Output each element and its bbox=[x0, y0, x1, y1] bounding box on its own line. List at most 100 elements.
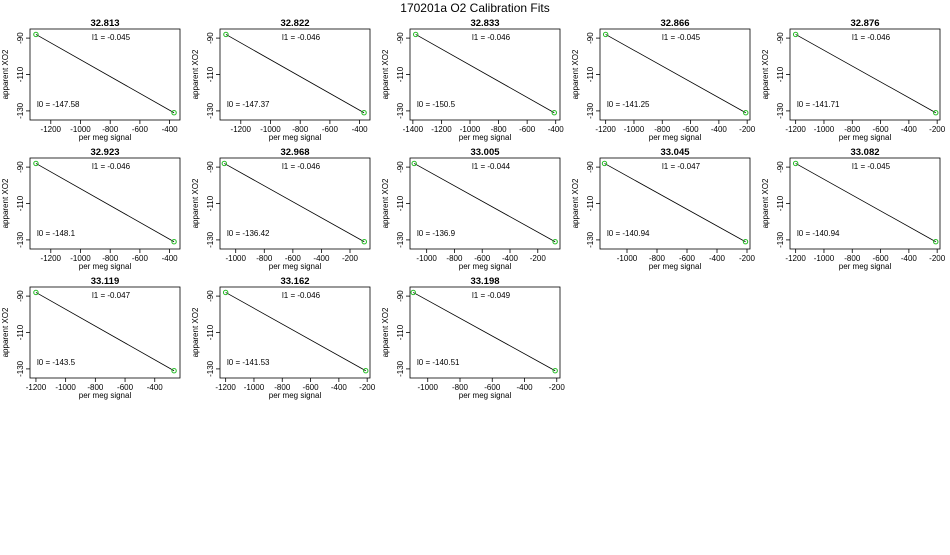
slope-annotation: l1 = -0.045 bbox=[852, 162, 891, 171]
x-tick-label: -1000 bbox=[418, 383, 439, 392]
data-point bbox=[743, 110, 749, 116]
y-tick-label: -110 bbox=[776, 66, 785, 82]
intercept-annotation: l0 = -148.1 bbox=[37, 229, 76, 238]
x-tick-label: -600 bbox=[873, 254, 890, 263]
calibration-panel: 33.045 -1000 -800 -600 -400 -200 -130 -110 -90 pe… bbox=[571, 147, 756, 271]
intercept-annotation: l0 = -140.94 bbox=[607, 229, 650, 238]
panel-title: 33.045 bbox=[660, 147, 690, 158]
x-tick-label: -600 bbox=[873, 125, 890, 134]
x-tick-label: -800 bbox=[292, 125, 309, 134]
fit-line bbox=[415, 34, 555, 114]
y-axis-label: apparent XO2 bbox=[1, 178, 10, 228]
y-tick-label: -110 bbox=[396, 324, 405, 340]
slope-annotation: l1 = -0.046 bbox=[282, 291, 321, 300]
intercept-annotation: l0 = -150.5 bbox=[417, 100, 456, 109]
data-point bbox=[601, 160, 608, 167]
panel-title: 33.005 bbox=[470, 147, 500, 158]
x-tick-label: -400 bbox=[352, 125, 369, 134]
calibration-panel: 33.162 -1200 -1000 -800 -600 -400 -200 -130 -110… bbox=[191, 276, 376, 400]
y-tick-label: -130 bbox=[16, 102, 25, 119]
y-axis-label: apparent XO2 bbox=[761, 178, 770, 228]
x-tick-label: -1000 bbox=[70, 254, 91, 263]
y-axis-label: apparent XO2 bbox=[571, 49, 580, 99]
x-tick-label: -200 bbox=[359, 383, 376, 392]
y-tick-label: -130 bbox=[586, 231, 595, 248]
fit-line bbox=[605, 34, 746, 114]
y-axis-label: apparent XO2 bbox=[381, 307, 390, 357]
x-axis-label: per meg signal bbox=[459, 262, 512, 271]
intercept-annotation: l0 = -141.25 bbox=[607, 100, 650, 109]
panel-title: 33.119 bbox=[91, 276, 120, 287]
x-tick-label: -400 bbox=[901, 125, 918, 134]
x-tick-label: -400 bbox=[331, 383, 348, 392]
y-tick-label: -110 bbox=[206, 66, 215, 82]
panel-title: 32.876 bbox=[850, 18, 879, 29]
x-tick-label: -800 bbox=[844, 125, 861, 134]
intercept-annotation: l0 = -141.53 bbox=[227, 358, 270, 367]
slope-annotation: l1 = -0.045 bbox=[92, 33, 131, 42]
x-axis-label: per meg signal bbox=[79, 262, 132, 271]
y-tick-label: -130 bbox=[396, 360, 405, 377]
x-axis-label: per meg signal bbox=[269, 262, 322, 271]
y-tick-label: -110 bbox=[776, 195, 785, 211]
slope-annotation: l1 = -0.046 bbox=[472, 33, 511, 42]
x-tick-label: -1000 bbox=[460, 125, 481, 134]
y-tick-label: -110 bbox=[586, 66, 595, 82]
y-tick-label: -90 bbox=[16, 161, 25, 173]
x-tick-label: -1000 bbox=[624, 125, 645, 134]
data-point bbox=[171, 368, 177, 374]
data-point bbox=[410, 289, 416, 296]
x-tick-label: -1000 bbox=[814, 125, 835, 134]
slope-annotation: l1 = -0.046 bbox=[282, 33, 321, 42]
x-tick-label: -800 bbox=[491, 125, 508, 134]
x-axis-label: per meg signal bbox=[649, 262, 702, 271]
fit-line bbox=[225, 34, 365, 114]
y-tick-label: -90 bbox=[396, 32, 405, 44]
x-tick-label: -400 bbox=[709, 254, 726, 263]
x-tick-label: -800 bbox=[87, 383, 104, 392]
fit-line bbox=[795, 163, 936, 243]
y-tick-label: -110 bbox=[396, 66, 405, 82]
y-axis-label: apparent XO2 bbox=[1, 307, 10, 357]
x-tick-label: -1000 bbox=[814, 254, 835, 263]
y-tick-label: -110 bbox=[16, 195, 25, 211]
fit-line bbox=[35, 34, 175, 114]
panel-title: 33.082 bbox=[850, 147, 879, 158]
y-tick-label: -90 bbox=[16, 32, 25, 44]
y-tick-label: -90 bbox=[396, 290, 405, 302]
x-axis-label: per meg signal bbox=[459, 133, 512, 142]
y-tick-label: -90 bbox=[16, 290, 25, 302]
x-tick-label: -1200 bbox=[41, 125, 62, 134]
data-point bbox=[363, 368, 369, 374]
x-tick-label: -200 bbox=[929, 254, 946, 263]
y-tick-label: -110 bbox=[396, 195, 405, 211]
y-tick-label: -110 bbox=[206, 324, 215, 340]
panel-title: 33.162 bbox=[280, 276, 309, 287]
slope-annotation: l1 = -0.044 bbox=[472, 162, 511, 171]
x-axis-label: per meg signal bbox=[649, 133, 702, 142]
x-tick-label: -400 bbox=[517, 383, 534, 392]
x-tick-label: -1200 bbox=[215, 383, 236, 392]
x-tick-label: -600 bbox=[303, 383, 320, 392]
slope-annotation: l1 = -0.046 bbox=[92, 162, 131, 171]
y-tick-label: -90 bbox=[206, 32, 215, 44]
x-tick-label: -600 bbox=[117, 383, 134, 392]
panel-title: 32.833 bbox=[470, 18, 499, 29]
fit-line bbox=[35, 292, 175, 372]
data-point bbox=[361, 110, 367, 116]
x-axis-label: per meg signal bbox=[839, 262, 892, 271]
panel-title: 32.923 bbox=[90, 147, 119, 158]
x-tick-label: -400 bbox=[548, 125, 565, 134]
x-tick-label: -800 bbox=[256, 254, 273, 263]
x-tick-label: -400 bbox=[162, 125, 179, 134]
y-tick-label: -110 bbox=[16, 324, 25, 340]
fit-line bbox=[413, 292, 556, 372]
panel-title: 32.866 bbox=[660, 18, 689, 29]
intercept-annotation: l0 = -147.37 bbox=[227, 100, 270, 109]
slope-annotation: l1 = -0.047 bbox=[92, 291, 131, 300]
y-tick-label: -130 bbox=[396, 231, 405, 248]
x-tick-label: -200 bbox=[929, 125, 946, 134]
data-point bbox=[792, 160, 799, 167]
y-axis-label: apparent XO2 bbox=[191, 49, 200, 99]
y-tick-label: -130 bbox=[776, 231, 785, 248]
